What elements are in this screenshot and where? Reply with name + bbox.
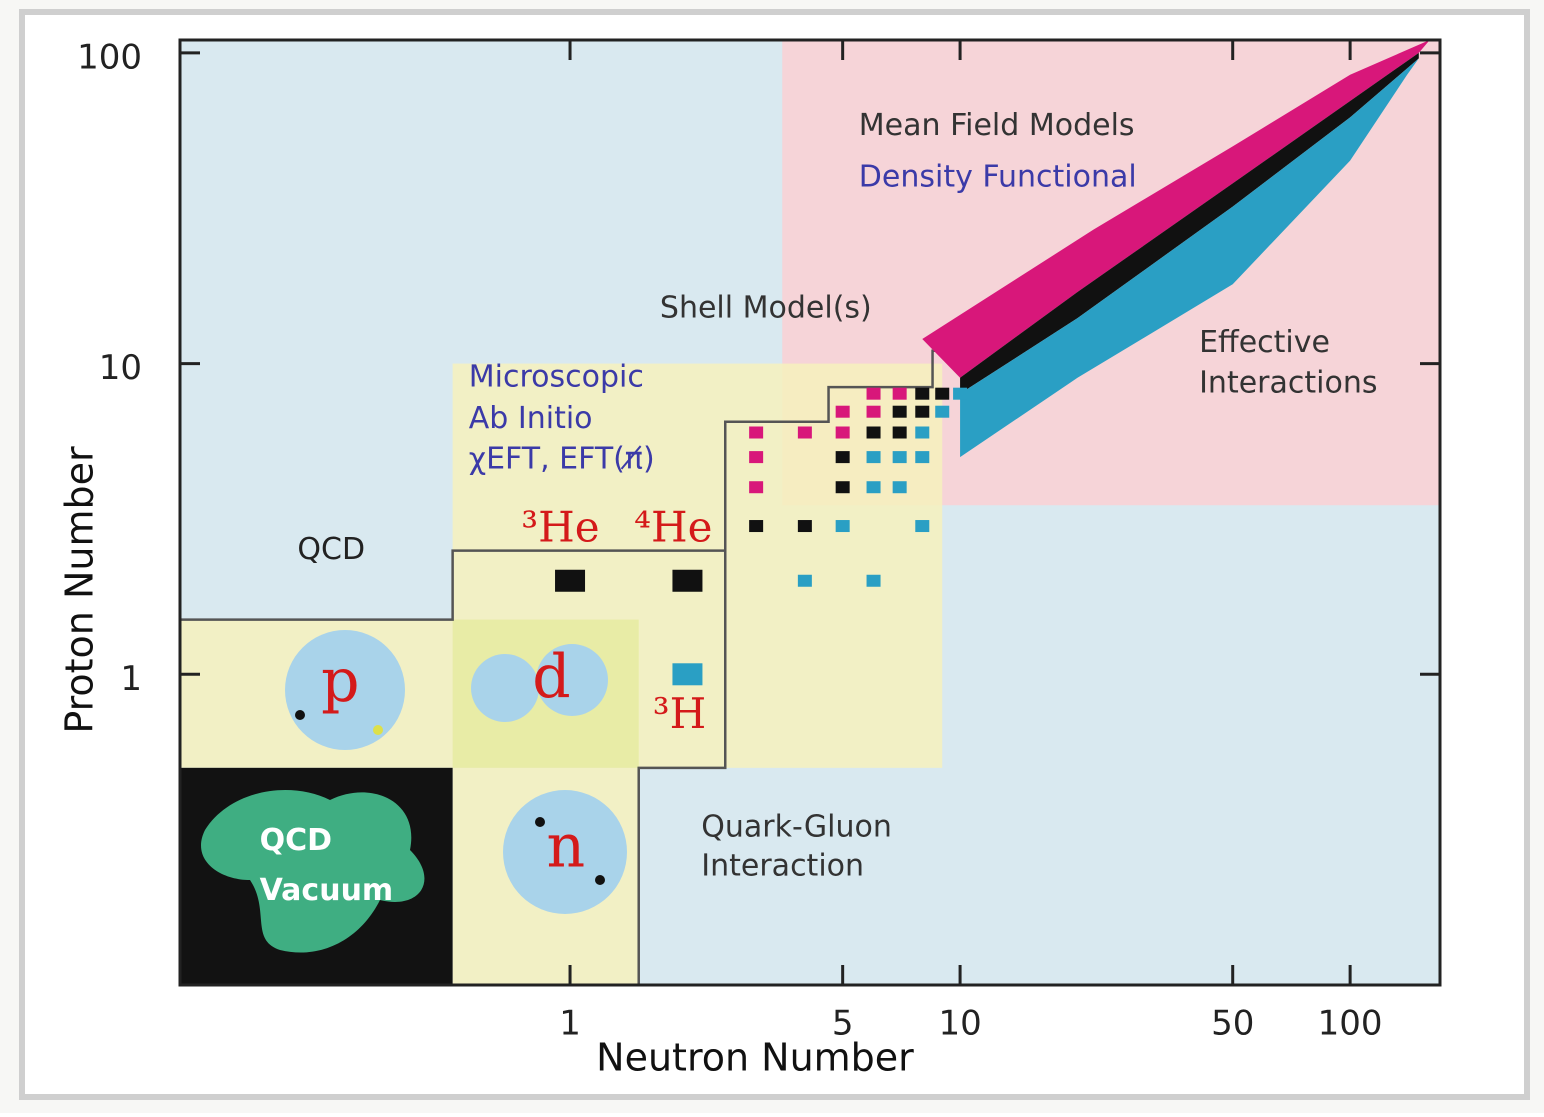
- annotation: Shell Model(s): [660, 290, 872, 325]
- nuclide: [915, 451, 929, 463]
- nuclide: [893, 388, 907, 400]
- annotation: p: [321, 646, 359, 716]
- x-axis-title: Neutron Number: [596, 1036, 914, 1080]
- nuclide: [893, 406, 907, 418]
- nuclide: [555, 570, 585, 592]
- annotation: ³He: [521, 503, 599, 552]
- chart: Mean Field Models Density Functional Shell…: [0, 0, 1544, 1113]
- nuclide: [915, 520, 929, 532]
- annotation: ⁴He: [634, 503, 712, 552]
- nuclide: [953, 388, 967, 400]
- annotation: Ab Initio: [469, 401, 593, 436]
- annotation: χEFT, EFT(π̸): [469, 441, 655, 476]
- nuclide: [915, 406, 929, 418]
- annotation: Mean Field Models: [859, 108, 1135, 143]
- nuclide: [867, 481, 881, 493]
- nuclide: [893, 451, 907, 463]
- annotation: Vacuum: [260, 873, 394, 908]
- nuclide: [749, 451, 763, 463]
- annotation: ³H: [653, 689, 706, 738]
- nuclide: [836, 481, 850, 493]
- nuclide: [749, 520, 763, 532]
- annotation: Quark-Gluon: [701, 810, 892, 845]
- x-tick-label: 1: [559, 1004, 581, 1044]
- nuclide: [672, 663, 702, 685]
- nuclide: [915, 388, 929, 400]
- annotation: QCD: [260, 823, 332, 858]
- annotation: Microscopic: [469, 359, 644, 394]
- deuteron-blob: [471, 654, 539, 722]
- annotation: d: [532, 642, 570, 712]
- nuclide: [935, 406, 949, 418]
- annotation: Effective: [1199, 325, 1330, 360]
- nuclide: [798, 520, 812, 532]
- nuclide: [798, 427, 812, 439]
- annotation: QCD: [297, 532, 365, 567]
- quark-dot: [535, 817, 545, 827]
- quark-dot: [373, 725, 383, 735]
- y-tick-label: 10: [99, 348, 142, 388]
- y-tick-label: 1: [120, 659, 142, 699]
- y-axis-title: Proton Number: [58, 446, 102, 734]
- nuclide: [867, 451, 881, 463]
- nuclide: [935, 388, 949, 400]
- annotation: n: [546, 812, 585, 882]
- nuclide: [836, 451, 850, 463]
- nuclide: [867, 406, 881, 418]
- nuclide: [672, 570, 702, 592]
- plot-layers: Mean Field Models Density Functional Shell…: [77, 37, 1440, 1043]
- page: Mean Field Models Density Functional Shell…: [0, 0, 1544, 1117]
- nuclide: [915, 427, 929, 439]
- nuclide: [893, 481, 907, 493]
- nuclide: [836, 520, 850, 532]
- nuclide: [867, 427, 881, 439]
- nuclide: [867, 575, 881, 587]
- nuclide: [749, 481, 763, 493]
- nuclide: [798, 575, 812, 587]
- annotation: Interactions: [1199, 365, 1377, 400]
- nuclide: [893, 427, 907, 439]
- nuclide: [836, 427, 850, 439]
- annotation: Density Functional: [859, 160, 1137, 195]
- nuclide: [836, 406, 850, 418]
- x-tick-label: 10: [938, 1004, 981, 1044]
- y-tick-label: 100: [77, 37, 142, 77]
- quark-dot: [295, 710, 305, 720]
- x-tick-label: 100: [1318, 1004, 1383, 1044]
- x-tick-label: 50: [1211, 1004, 1254, 1044]
- quark-dot: [595, 875, 605, 885]
- annotation: Interaction: [701, 848, 864, 883]
- nuclide: [749, 427, 763, 439]
- nuclide: [867, 388, 881, 400]
